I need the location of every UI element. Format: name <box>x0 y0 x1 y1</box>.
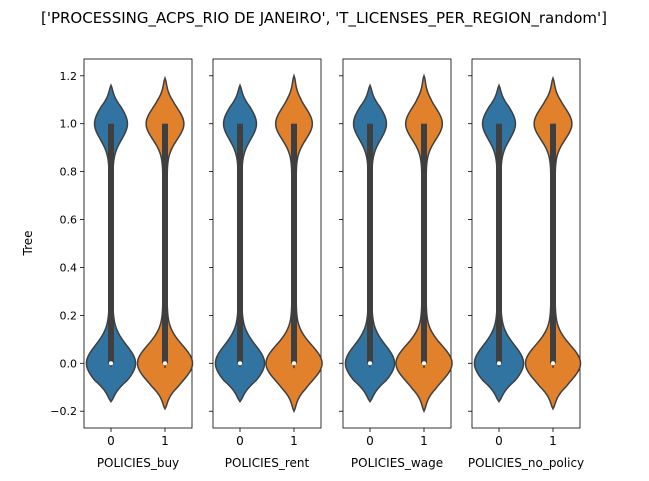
violin-iqr-box <box>496 123 502 364</box>
violin-POLICIES_rent-1: 1 <box>265 73 323 448</box>
x-tick-label: 1 <box>290 434 298 448</box>
violin-median-dot <box>422 361 426 366</box>
x-tick-label: 0 <box>107 434 115 448</box>
violin-POLICIES_rent-0: 0 <box>214 83 266 448</box>
x-tick-label: 0 <box>236 434 244 448</box>
x-tick-label: 1 <box>549 434 557 448</box>
y-tick-label: 1.2 <box>60 70 78 83</box>
x-tick-label: 1 <box>161 434 169 448</box>
panels: −0.2 0.0 0.2 0.4 0.6 0.8 1.0 1.2 0 1 POLICIES_buy 0… <box>50 58 584 470</box>
violin-POLICIES_wage-0: 0 <box>344 83 396 448</box>
violin-iqr-box <box>367 123 373 364</box>
x-axis-label: POLICIES_wage <box>351 456 443 470</box>
figure-title: ['PROCESSING_ACPS_RIO DE JANEIRO', 'T_LI… <box>41 9 607 28</box>
x-tick-label: 1 <box>420 434 428 448</box>
violin-median-dot <box>368 361 372 366</box>
violin-iqr-box <box>291 123 297 364</box>
violin-median-dot <box>109 361 113 366</box>
x-axis-label: POLICIES_rent <box>225 456 310 470</box>
violin-POLICIES_no_policy-0: 0 <box>473 83 525 448</box>
axes-frame <box>212 58 322 429</box>
x-axis-label: POLICIES_buy <box>97 456 179 470</box>
violin-iqr-box <box>108 123 114 364</box>
violin-POLICIES_wage-1: 1 <box>395 73 453 448</box>
axes-frame <box>83 58 193 429</box>
y-axis-label: Tree <box>21 230 35 256</box>
y-tick-label: −0.2 <box>50 405 77 418</box>
violin-iqr-box <box>421 123 427 364</box>
y-tick-label: 0.2 <box>60 309 78 322</box>
violin-median-dot <box>238 361 242 366</box>
y-tick-label: 1.0 <box>60 118 78 131</box>
y-tick-label: 0.8 <box>60 166 78 179</box>
panel-POLICIES_rent: 0 1 POLICIES_rent <box>209 58 323 470</box>
violin-POLICIES_no_policy-1: 1 <box>524 75 582 448</box>
x-tick-label: 0 <box>495 434 503 448</box>
violin-iqr-box <box>162 123 168 364</box>
y-tick-label: 0.4 <box>60 261 78 274</box>
panel-POLICIES_no_policy: 0 1 POLICIES_no_policy <box>468 58 584 470</box>
y-tick-label: 0.0 <box>60 357 78 370</box>
violin-iqr-box <box>550 123 556 364</box>
violin-median-dot <box>292 361 296 366</box>
panel-POLICIES_wage: 0 1 POLICIES_wage <box>339 58 453 470</box>
x-tick-label: 0 <box>366 434 374 448</box>
violin-median-dot <box>163 361 167 366</box>
violin-median-dot <box>551 361 555 366</box>
violin-iqr-box <box>237 123 243 364</box>
x-axis-label: POLICIES_no_policy <box>468 456 584 470</box>
axes-frame <box>342 58 452 429</box>
violin-median-dot <box>497 361 501 366</box>
panel-POLICIES_buy: −0.2 0.0 0.2 0.4 0.6 0.8 1.0 1.2 0 1 POLICIES_buy <box>50 58 194 470</box>
violin-POLICIES_buy-1: 1 <box>136 75 194 448</box>
y-tick-label: 0.6 <box>60 214 78 227</box>
axes-frame <box>471 58 581 429</box>
violin-POLICIES_buy-0: 0 <box>85 83 137 448</box>
